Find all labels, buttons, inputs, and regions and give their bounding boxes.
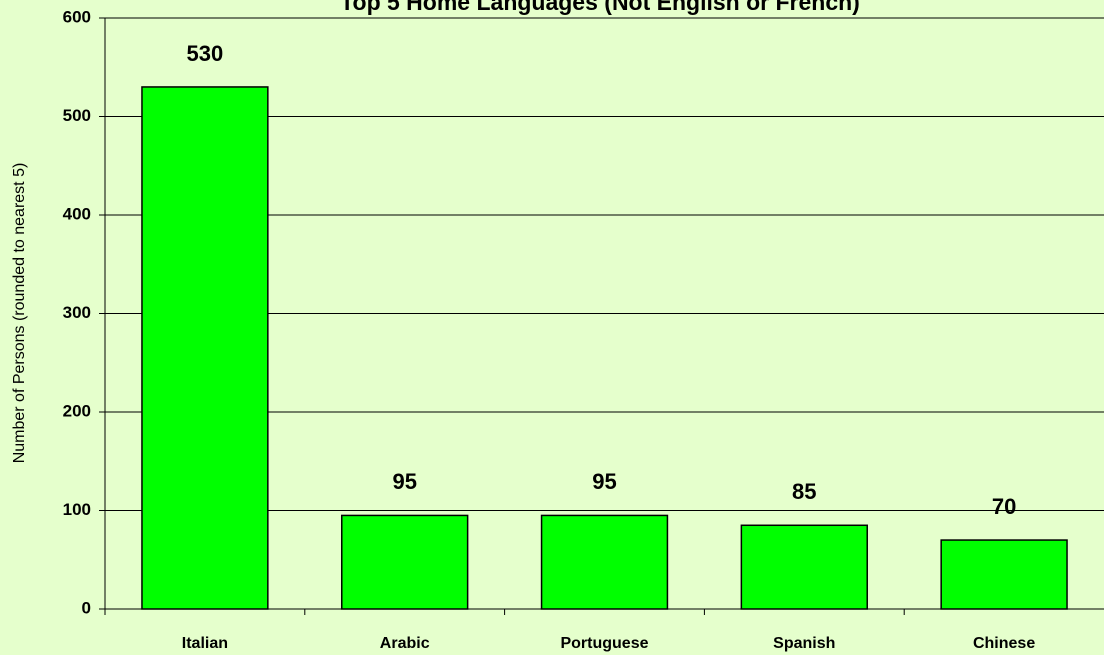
y-tick-label: 300 bbox=[63, 303, 91, 322]
data-label: 95 bbox=[392, 469, 416, 494]
data-label: 85 bbox=[792, 479, 816, 504]
y-axis-label: Number of Persons (rounded to nearest 5) bbox=[11, 163, 28, 464]
x-tick-label: Spanish bbox=[773, 635, 835, 652]
bar bbox=[940, 539, 1068, 610]
bar bbox=[540, 514, 669, 610]
x-tick-label: Arabic bbox=[380, 635, 430, 652]
x-tick-label: Italian bbox=[182, 635, 228, 652]
y-tick-label: 200 bbox=[63, 401, 91, 420]
bar bbox=[141, 86, 269, 610]
y-tick-label: 500 bbox=[63, 106, 91, 125]
data-label: 70 bbox=[992, 494, 1016, 519]
y-tick-label: 600 bbox=[63, 7, 91, 26]
chart-title: Top 5 Home Languages (Not English or Fre… bbox=[340, 0, 860, 15]
data-label: 530 bbox=[187, 41, 224, 66]
bar bbox=[341, 514, 469, 610]
data-label: 95 bbox=[592, 469, 616, 494]
x-tick-label: Chinese bbox=[973, 635, 1035, 652]
y-tick-label: 0 bbox=[82, 598, 91, 617]
x-tick-label: Portuguese bbox=[560, 635, 648, 652]
y-tick-label: 100 bbox=[63, 500, 91, 519]
y-tick-label: 400 bbox=[63, 204, 91, 223]
bar bbox=[740, 524, 868, 610]
